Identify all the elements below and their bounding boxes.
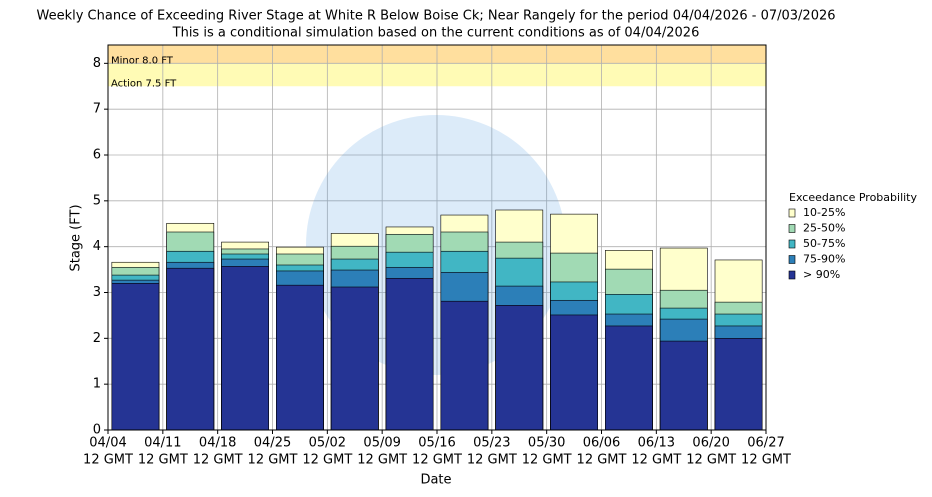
x-tick-label: 05/23: [473, 436, 510, 451]
y-tick-label: 5: [93, 193, 101, 208]
y-tick-label: 2: [93, 331, 101, 346]
legend-swatch: [788, 270, 796, 280]
bar: [605, 325, 653, 431]
chart-title: Weekly Chance of Exceeding River Stage a…: [36, 9, 835, 24]
x-tick-label: 12 GMT: [138, 453, 188, 468]
x-tick-label: 04/04: [89, 436, 126, 451]
y-tick-label: 3: [93, 285, 101, 300]
x-tick-label: 06/13: [638, 436, 675, 451]
x-tick-label: 12 GMT: [357, 453, 407, 468]
bar: [330, 286, 379, 431]
y-tick-label: 7: [93, 102, 101, 117]
chart-subtitle: This is a conditional simulation based o…: [172, 26, 700, 41]
threshold-label: Minor 8.0 FT: [111, 55, 174, 66]
legend-swatch: [788, 255, 796, 264]
legend-label: > 90%: [803, 268, 840, 281]
bar: [166, 267, 215, 431]
x-tick-label: 12 GMT: [522, 453, 572, 468]
x-tick-label: 12 GMT: [302, 453, 352, 468]
bar: [385, 277, 434, 431]
bar: [550, 314, 598, 431]
bar: [659, 340, 708, 431]
legend-swatch: [788, 224, 796, 233]
legend-swatch: [788, 239, 796, 249]
x-tick-label: 05/09: [363, 436, 400, 451]
x-tick-label: 05/30: [528, 436, 565, 451]
bar: [221, 266, 269, 431]
threshold-label: Action 7.5 FT: [111, 78, 177, 89]
x-tick-label: 12 GMT: [193, 453, 243, 468]
x-tick-label: 12 GMT: [412, 453, 462, 468]
legend-swatch: [788, 208, 796, 218]
y-tick-label: 1: [93, 377, 101, 392]
x-tick-label: 05/02: [309, 436, 346, 451]
x-tick-label: 12 GMT: [83, 453, 133, 468]
y-tick-label: 4: [93, 239, 101, 254]
y-tick-label: 6: [93, 148, 101, 163]
x-tick-label: 12 GMT: [686, 453, 736, 468]
bar: [111, 283, 160, 431]
bar: [440, 300, 489, 431]
bar: [714, 338, 763, 431]
x-tick-label: 12 GMT: [248, 453, 298, 468]
x-tick-label: 12 GMT: [577, 453, 627, 468]
y-tick-label: 0: [93, 423, 101, 438]
x-tick-label: 05/16: [418, 436, 455, 451]
x-tick-label: 06/06: [583, 436, 620, 451]
legend-label: 25-50%: [803, 222, 845, 235]
legend-title: Exceedance Probability: [789, 191, 917, 204]
x-tick-label: 04/11: [144, 436, 181, 451]
bar: [276, 284, 324, 431]
x-tick-label: 04/18: [199, 436, 236, 451]
x-tick-label: 06/20: [692, 436, 729, 451]
y-tick-label: 8: [93, 56, 101, 71]
x-tick-label: 12 GMT: [741, 453, 791, 468]
legend-label: 10-25%: [803, 206, 845, 219]
x-tick-label: 04/25: [254, 436, 291, 451]
x-axis-label: Date: [420, 473, 451, 488]
x-tick-label: 06/27: [747, 436, 784, 451]
x-tick-label: 12 GMT: [631, 453, 681, 468]
plot-frame: [107, 44, 767, 431]
legend-label: 75-90%: [803, 253, 845, 266]
legend-label: 50-75%: [803, 237, 845, 250]
x-tick-label: 12 GMT: [467, 453, 517, 468]
y-axis-label: Stage (FT): [69, 204, 84, 271]
bar: [495, 305, 544, 431]
